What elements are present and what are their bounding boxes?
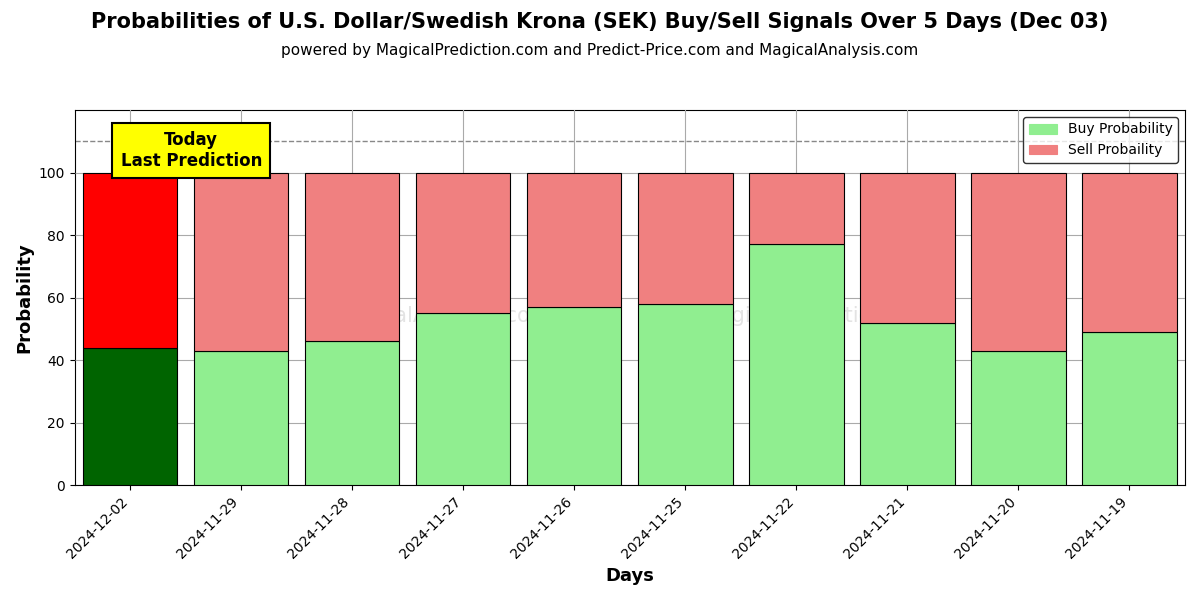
Bar xyxy=(527,173,622,307)
Bar xyxy=(416,313,510,485)
Text: Probabilities of U.S. Dollar/Swedish Krona (SEK) Buy/Sell Signals Over 5 Days (D: Probabilities of U.S. Dollar/Swedish Kro… xyxy=(91,12,1109,32)
Bar xyxy=(194,350,288,485)
Legend: Buy Probability, Sell Probaility: Buy Probability, Sell Probaility xyxy=(1024,117,1178,163)
Bar xyxy=(971,350,1066,485)
Bar xyxy=(305,341,400,485)
Bar xyxy=(83,173,178,347)
Text: MagicalPrediction.com: MagicalPrediction.com xyxy=(701,306,936,326)
Bar xyxy=(305,173,400,341)
Bar xyxy=(1082,332,1177,485)
Bar xyxy=(971,173,1066,350)
X-axis label: Days: Days xyxy=(605,567,654,585)
Bar xyxy=(860,323,955,485)
Text: MagicalAnalysis.com: MagicalAnalysis.com xyxy=(332,306,550,326)
Bar xyxy=(638,173,732,304)
Bar xyxy=(416,173,510,313)
Bar xyxy=(83,347,178,485)
Bar xyxy=(527,307,622,485)
Text: Today
Last Prediction: Today Last Prediction xyxy=(120,131,262,170)
Bar xyxy=(1082,173,1177,332)
Y-axis label: Probability: Probability xyxy=(16,242,34,353)
Text: powered by MagicalPrediction.com and Predict-Price.com and MagicalAnalysis.com: powered by MagicalPrediction.com and Pre… xyxy=(281,43,919,58)
Bar xyxy=(749,173,844,244)
Bar xyxy=(749,244,844,485)
Bar xyxy=(638,304,732,485)
Bar xyxy=(194,173,288,350)
Bar xyxy=(860,173,955,323)
